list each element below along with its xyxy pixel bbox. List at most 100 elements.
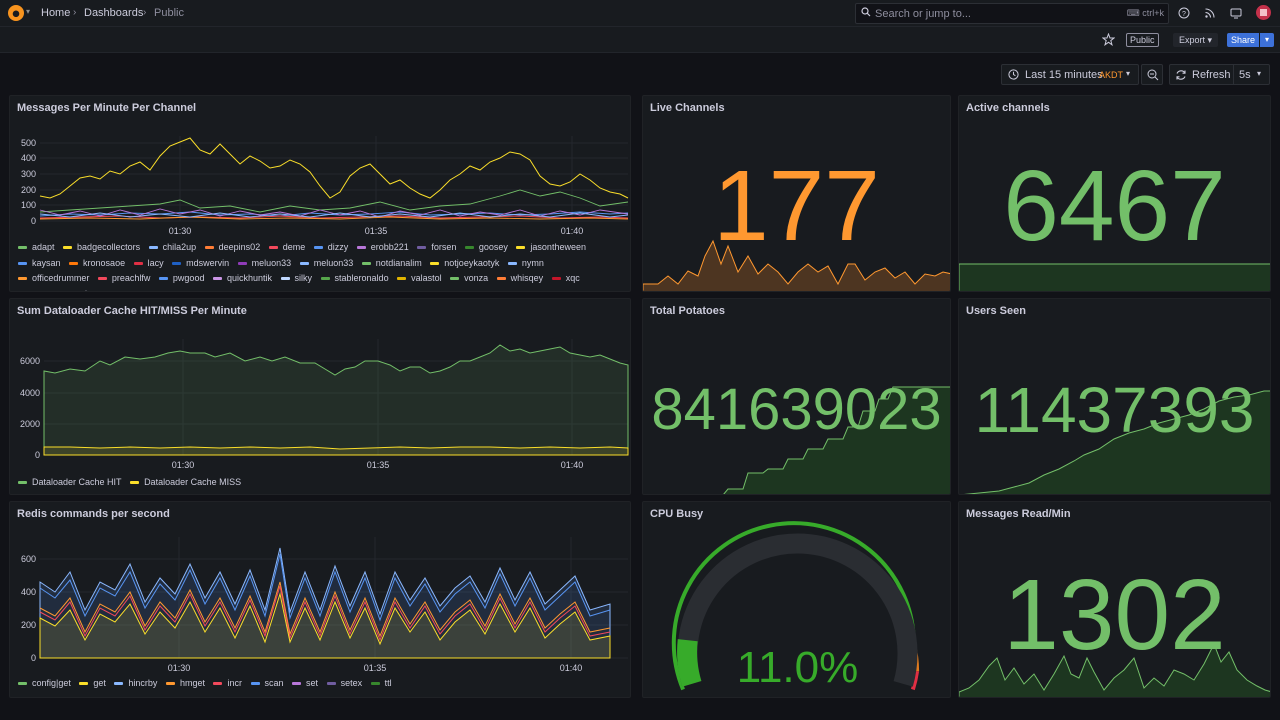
- refresh-icon: [1176, 70, 1186, 80]
- legend-item[interactable]: goosey: [464, 240, 508, 256]
- legend-item[interactable]: erobb221: [356, 240, 409, 256]
- breadcrumb-dashboards[interactable]: Dashboards: [84, 7, 144, 19]
- export-button-label: Export: [1179, 35, 1206, 45]
- user-avatar[interactable]: [1256, 5, 1271, 20]
- chevron-down-icon[interactable]: ▾: [1257, 69, 1262, 78]
- legend-label: xqc: [565, 273, 580, 283]
- legend-item[interactable]: kaysan: [18, 256, 61, 272]
- legend-label: valastol: [411, 273, 442, 283]
- legend-swatch: [204, 246, 214, 250]
- legend-item[interactable]: setex: [326, 676, 362, 692]
- legend-label: hmget: [179, 678, 205, 688]
- legend-item[interactable]: set: [292, 676, 318, 692]
- stat-value: 6467: [1003, 150, 1226, 262]
- series-line-nymn: [39, 212, 629, 218]
- legend-item[interactable]: meluon33: [237, 256, 291, 272]
- legend-item[interactable]: hmget: [165, 676, 205, 692]
- svg-text:?: ?: [1182, 11, 1186, 18]
- legend-item[interactable]: get: [79, 676, 106, 692]
- star-icon[interactable]: [1102, 33, 1115, 46]
- gauge-threshold-ring-green: [671, 521, 916, 691]
- legend-label: scan: [264, 678, 284, 688]
- grafana-logo-icon[interactable]: [8, 5, 24, 21]
- legend-item[interactable]: lacy: [133, 256, 164, 272]
- total-potatoes-sparkline: [723, 386, 950, 494]
- stat-value: 1302: [1003, 559, 1226, 671]
- legend-item[interactable]: quickhuntik: [212, 271, 272, 287]
- legend-item[interactable]: badgecollectors: [63, 240, 140, 256]
- share-options-chevron-icon[interactable]: ▾: [1260, 33, 1274, 47]
- legend-item[interactable]: whisqey: [496, 271, 543, 287]
- legend-item[interactable]: Dataloader Cache MISS: [130, 475, 241, 491]
- legend-item[interactable]: deme: [268, 240, 305, 256]
- share-button[interactable]: Share: [1227, 33, 1259, 47]
- legend-item[interactable]: config|get: [18, 676, 71, 692]
- legend-swatch: [370, 682, 380, 686]
- legend-item[interactable]: deepins02: [204, 240, 260, 256]
- legend-item[interactable]: hincrby: [114, 676, 157, 692]
- legend-item[interactable]: chila2up: [148, 240, 196, 256]
- legend-swatch: [69, 261, 79, 265]
- zoom-out-icon: [1147, 69, 1159, 81]
- breadcrumb-separator-icon: ›: [143, 7, 147, 18]
- legend-item[interactable]: scan: [250, 676, 284, 692]
- legend-item[interactable]: officedrummer: [18, 271, 89, 287]
- x-axis-tick: 01:35: [367, 460, 390, 470]
- legend-swatch: [213, 682, 223, 686]
- legend-item[interactable]: preachlfw: [97, 271, 150, 287]
- legend-item[interactable]: notdianalim: [361, 256, 422, 272]
- legend-item[interactable]: yourragegaming: [18, 287, 97, 292]
- y-axis-tick: 0: [31, 653, 36, 663]
- sparkline-area: [963, 390, 1270, 494]
- y-axis-tick: 500: [21, 138, 36, 148]
- news-feed-icon[interactable]: [1204, 7, 1216, 19]
- legend-item[interactable]: nymn: [507, 256, 544, 272]
- legend-item[interactable]: xqc: [551, 271, 580, 287]
- panel-title: Messages Read/Min: [966, 508, 1071, 520]
- time-range-picker[interactable]: Last 15 minutes AKDT ▾: [1001, 64, 1139, 85]
- legend-item[interactable]: jasontheween: [516, 240, 586, 256]
- legend-item[interactable]: notjoeykaotyk: [430, 256, 499, 272]
- series-line-badgecollectors: [39, 137, 629, 199]
- refresh-button-label[interactable]: Refresh: [1192, 69, 1231, 81]
- refresh-interval-label[interactable]: 5s: [1239, 69, 1251, 81]
- legend-item[interactable]: incr: [213, 676, 242, 692]
- legend-item[interactable]: pwgood: [158, 271, 204, 287]
- top-navigation-bar: ▾ Home › Dashboards › Public Search or j…: [0, 0, 1280, 27]
- y-axis-tick: 400: [21, 587, 36, 597]
- x-axis-tick: 01:35: [364, 663, 387, 673]
- chart-grid: [40, 136, 628, 222]
- zoom-out-button[interactable]: [1141, 64, 1163, 85]
- legend-item[interactable]: meluon33: [299, 256, 353, 272]
- search-input[interactable]: Search or jump to... ⌨ ctrl+k: [855, 3, 1169, 24]
- search-icon: [861, 7, 871, 17]
- legend-item[interactable]: mdswervin: [172, 256, 229, 272]
- legend-label: silky: [294, 273, 313, 283]
- legend-swatch: [18, 481, 27, 485]
- legend-item[interactable]: vonza: [450, 271, 488, 287]
- legend-item[interactable]: stableronaldo: [320, 271, 389, 287]
- legend-item[interactable]: adapt: [18, 240, 55, 256]
- public-badge: Public: [1126, 33, 1159, 47]
- chevron-down-icon[interactable]: ▾: [26, 7, 31, 16]
- legend-item[interactable]: ttl: [370, 676, 392, 692]
- legend-item[interactable]: silky: [280, 271, 313, 287]
- refresh-picker[interactable]: Refresh 5s ▾: [1169, 64, 1270, 85]
- live-channels-sparkline: [643, 239, 950, 291]
- legend-item[interactable]: Dataloader Cache HIT: [18, 475, 122, 491]
- export-button[interactable]: Export ▾: [1173, 33, 1219, 47]
- legend-item[interactable]: kronosaoe: [69, 256, 125, 272]
- legend-label: Dataloader Cache MISS: [144, 477, 242, 487]
- legend-item[interactable]: forsen: [417, 240, 456, 256]
- x-axis-tick: 01:40: [561, 226, 584, 236]
- help-icon[interactable]: ?: [1178, 7, 1190, 19]
- legend-item[interactable]: valastol: [397, 271, 442, 287]
- legend-swatch: [464, 246, 474, 250]
- legend-swatch: [361, 261, 371, 265]
- y-axis-tick: 200: [21, 620, 36, 630]
- legend-swatch: [18, 277, 27, 281]
- panel-title: Sum Dataloader Cache HIT/MISS Per Minute: [17, 305, 247, 317]
- kiosk-mode-icon[interactable]: [1230, 7, 1242, 19]
- legend-item[interactable]: dizzy: [313, 240, 348, 256]
- breadcrumb-home[interactable]: Home: [41, 7, 71, 19]
